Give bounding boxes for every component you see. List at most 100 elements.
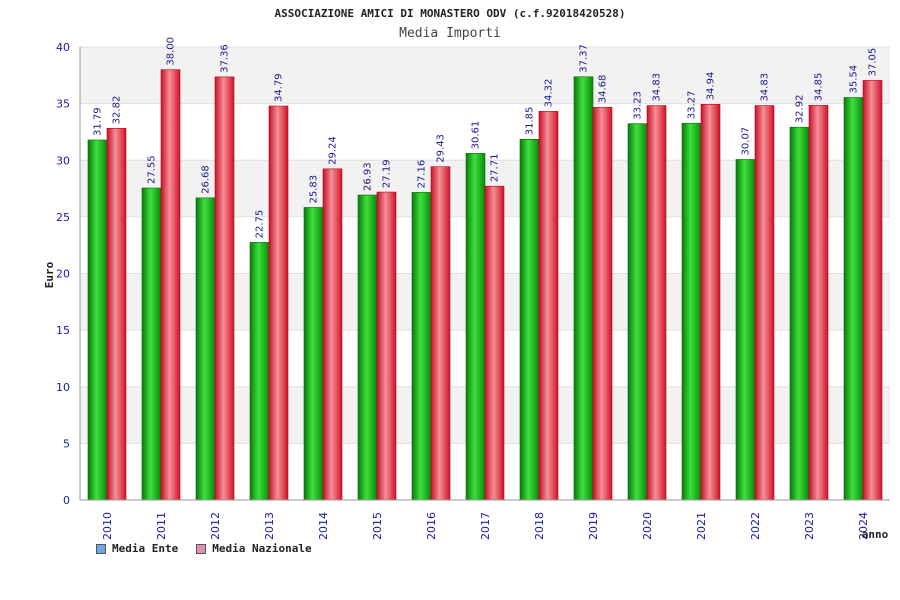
value-label: 31.85 xyxy=(525,107,536,136)
value-label: 37.05 xyxy=(868,48,879,77)
y-tick-label: 0 xyxy=(63,494,70,507)
x-tick-label: 2023 xyxy=(803,512,816,540)
x-tick-label: 2022 xyxy=(749,512,762,540)
bar-media-nazionale xyxy=(268,105,289,501)
y-tick-label: 35 xyxy=(56,98,70,111)
bar-media-ente xyxy=(303,207,324,501)
value-label: 25.83 xyxy=(309,175,320,204)
bar-media-ente xyxy=(411,192,432,501)
value-label: 33.23 xyxy=(633,91,644,120)
value-label: 31.79 xyxy=(93,107,104,136)
value-label: 34.32 xyxy=(544,79,555,108)
x-axis-ticks: 2010 2011 2012 2013 2014 2015 2016 2017 2018 2019… xyxy=(101,512,870,540)
value-label: 30.07 xyxy=(741,127,752,156)
bar-media-nazionale xyxy=(646,105,667,501)
bar-media-nazionale xyxy=(106,128,127,501)
bars xyxy=(87,69,883,501)
value-label: 26.68 xyxy=(201,165,212,194)
bar-media-nazionale xyxy=(862,80,883,501)
value-label: 34.83 xyxy=(652,73,663,102)
bar-media-nazionale xyxy=(592,106,613,501)
bar-media-ente xyxy=(87,139,108,501)
x-tick-label: 2016 xyxy=(425,512,438,540)
value-label: 34.79 xyxy=(274,73,285,102)
bar-media-ente xyxy=(465,153,486,501)
value-label: 27.19 xyxy=(382,159,393,188)
bar-media-ente xyxy=(249,242,270,501)
bar-media-nazionale xyxy=(376,191,397,501)
x-tick-label: 2020 xyxy=(641,512,654,540)
value-label: 34.94 xyxy=(706,72,717,101)
legend-item-media-ente: Media Ente xyxy=(96,542,178,555)
value-label: 37.37 xyxy=(579,44,590,73)
x-tick-label: 2019 xyxy=(587,512,600,540)
x-tick-label: 2014 xyxy=(317,512,330,540)
value-label: 26.93 xyxy=(363,162,374,191)
bar-media-ente xyxy=(573,76,594,501)
value-label: 35.54 xyxy=(849,65,860,94)
legend-label-media-ente: Media Ente xyxy=(112,542,179,555)
x-tick-label: 2024 xyxy=(857,512,870,540)
value-label: 32.82 xyxy=(112,96,123,125)
bar-media-nazionale xyxy=(322,168,343,501)
value-labels: 31.79 32.82 27.55 38.00 26.68 37.36 22.75 34.79… xyxy=(93,37,879,238)
bar-media-ente xyxy=(735,159,756,501)
y-tick-label: 15 xyxy=(56,324,70,337)
value-label: 37.36 xyxy=(220,44,231,73)
chart-subtitle: Media Importi xyxy=(399,26,501,41)
bar-media-ente xyxy=(141,187,162,501)
value-label: 34.68 xyxy=(598,75,609,104)
x-tick-label: 2018 xyxy=(533,512,546,540)
value-label: 33.27 xyxy=(687,91,698,120)
value-label: 29.24 xyxy=(328,136,339,165)
bar-media-nazionale xyxy=(808,105,829,501)
value-label: 34.83 xyxy=(760,73,771,102)
x-tick-label: 2011 xyxy=(155,512,168,540)
value-label: 27.55 xyxy=(147,155,158,184)
value-label: 22.75 xyxy=(255,210,266,239)
bar-media-nazionale xyxy=(754,105,775,501)
bar-media-nazionale xyxy=(160,69,181,501)
chart-title: ASSOCIAZIONE AMICI DI MONASTERO ODV (c.f… xyxy=(275,7,626,20)
y-axis-label: Euro xyxy=(43,261,56,288)
bar-media-nazionale xyxy=(700,104,721,501)
value-label: 38.00 xyxy=(166,37,177,66)
bar-media-ente xyxy=(843,97,864,501)
x-tick-label: 2015 xyxy=(371,512,384,540)
legend: Media Ente Media Nazionale xyxy=(96,542,312,555)
bar-media-ente xyxy=(357,194,378,501)
bar-media-ente xyxy=(627,123,648,501)
legend-item-media-nazionale: Media Nazionale xyxy=(196,542,312,555)
value-label: 32.92 xyxy=(795,95,806,124)
legend-swatch-media-ente xyxy=(96,543,106,554)
x-tick-label: 2013 xyxy=(263,512,276,540)
x-axis-label: anno xyxy=(862,528,889,541)
bar-media-ente xyxy=(789,126,810,501)
value-label: 27.16 xyxy=(417,160,428,189)
y-tick-label: 40 xyxy=(56,41,70,54)
x-tick-label: 2017 xyxy=(479,512,492,540)
value-label: 34.85 xyxy=(814,73,825,102)
bar-media-ente xyxy=(519,138,540,501)
y-tick-label: 10 xyxy=(56,381,70,394)
bar-media-ente xyxy=(681,122,702,501)
y-tick-label: 30 xyxy=(56,154,70,167)
legend-swatch-media-nazionale xyxy=(196,543,207,554)
x-tick-label: 2021 xyxy=(695,512,708,540)
x-tick-label: 2010 xyxy=(101,512,114,540)
bar-media-nazionale xyxy=(430,166,451,501)
x-tick-label: 2012 xyxy=(209,512,222,540)
y-tick-label: 5 xyxy=(63,437,70,450)
bar-media-nazionale xyxy=(538,111,559,501)
value-label: 30.61 xyxy=(471,121,482,150)
bar-media-nazionale xyxy=(484,185,505,501)
legend-label-media-nazionale: Media Nazionale xyxy=(212,542,312,555)
bar-media-ente xyxy=(195,197,216,501)
value-label: 29.43 xyxy=(436,134,447,163)
value-label: 27.71 xyxy=(490,154,501,183)
y-tick-label: 25 xyxy=(56,211,70,224)
y-tick-label: 20 xyxy=(56,268,70,281)
y-axis-ticks: 0 5 10 15 20 25 30 35 40 xyxy=(56,41,70,507)
bar-media-nazionale xyxy=(214,76,235,501)
